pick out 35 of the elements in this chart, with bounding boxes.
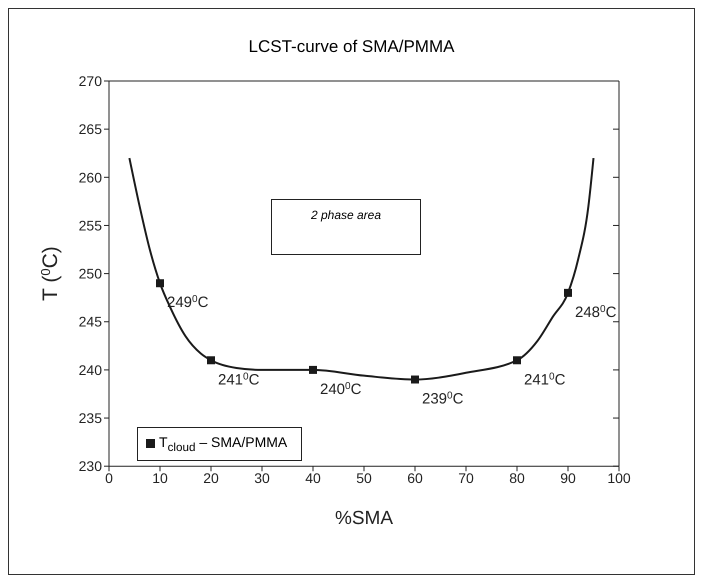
x-tick-label: 10 [152, 470, 168, 486]
annotation: 241$^{0}$C [524, 370, 566, 388]
x-tick-label: 70 [458, 470, 474, 486]
y-tick-label: 270 [78, 72, 102, 89]
x-tick-label: 0 [105, 470, 114, 486]
annotation: 248$^{0}$C [575, 303, 617, 321]
x-tick-label: 50 [356, 470, 372, 486]
y-tick-label: 255 [78, 217, 102, 234]
note-box: 2 phase area [271, 199, 421, 255]
x-axis-title: %SMA [334, 508, 394, 530]
point [207, 356, 215, 364]
y-tick-label: 250 [78, 266, 102, 282]
point [564, 288, 572, 297]
x-tick-label: 60 [407, 470, 423, 486]
x-tick-label: 40 [305, 470, 321, 486]
point [156, 279, 164, 288]
legend-label: T$_{cloud}$ – SMA/PMMA [159, 434, 288, 454]
x-tick-label: 30 [254, 470, 270, 486]
x-tick-label: 100 [607, 470, 631, 486]
x-tick-label: 90 [560, 470, 576, 486]
annotation: 241$^{0}$C [218, 370, 260, 388]
annotation: 240$^{0}$C [320, 380, 362, 398]
x-tick-label: 80 [509, 470, 525, 486]
x-tick-label: 20 [203, 470, 219, 486]
y-tick-label: 240 [78, 362, 102, 378]
point [309, 366, 317, 374]
annotation: 239$^{0}$C [422, 390, 464, 408]
y-tick-label: 245 [78, 314, 102, 330]
y-tick-label: 265 [78, 121, 102, 138]
point [513, 356, 521, 364]
point [411, 376, 419, 384]
y-tick-label: 260 [78, 169, 102, 186]
y-tick-label: 235 [78, 410, 102, 426]
chart-title: LCST-curve of SMA/PMMA [248, 37, 456, 57]
y-tick-label: 230 [78, 458, 102, 474]
